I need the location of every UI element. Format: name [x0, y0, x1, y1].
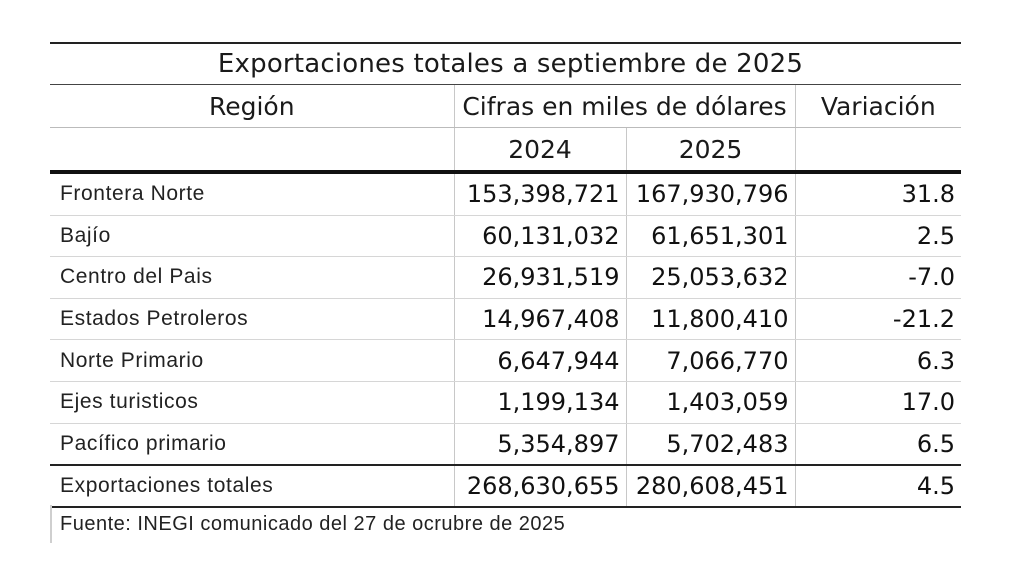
variation-cell: 6.5 [794, 423, 962, 467]
value-2025-cell: 1,403,059 [625, 381, 795, 424]
region-cell: Estados Petroleros [50, 298, 454, 341]
value-2025-cell: 7,066,770 [625, 339, 795, 382]
variation-cell: 6.3 [794, 339, 962, 382]
region-cell: Bajío [50, 215, 454, 258]
source-note: Fuente: INEGI comunicado del 27 de ocrub… [60, 513, 566, 535]
header-region: Región [50, 84, 454, 128]
header-blank-variation [794, 127, 962, 174]
value-2024-cell: 153,398,721 [453, 172, 626, 216]
header-year-2024: 2024 [453, 127, 626, 174]
value-2024-cell: 1,199,134 [453, 381, 626, 424]
value-2024-cell: 14,967,408 [453, 298, 626, 341]
value-2024-cell: 26,931,519 [453, 256, 626, 299]
value-2024-cell: 6,647,944 [453, 339, 626, 382]
table-row: Estados Petroleros 14,967,408 11,800,410 -2… [50, 298, 962, 341]
value-2024-cell: 60,131,032 [453, 215, 626, 258]
total-2024: 268,630,655 [453, 465, 626, 509]
table-row: Bajío 60,131,032 61,651,301 2.5 [50, 215, 962, 258]
value-2025-cell: 11,800,410 [625, 298, 795, 341]
table-row: Frontera Norte 153,398,721 167,930,796 31.8 [50, 172, 962, 216]
header-year-2025: 2025 [625, 127, 795, 174]
table-body: Frontera Norte 153,398,721 167,930,796 31.8… [50, 172, 962, 467]
variation-cell: -21.2 [794, 298, 962, 341]
total-label: Exportaciones totales [50, 465, 454, 509]
total-2025: 280,608,451 [625, 465, 795, 509]
value-2025-cell: 5,702,483 [625, 423, 795, 467]
exports-table: Exportaciones totales a septiembre de 20… [50, 42, 962, 509]
variation-cell: 17.0 [794, 381, 962, 424]
region-cell: Centro del Pais [50, 256, 454, 299]
table-row: Centro del Pais 26,931,519 25,053,632 -7.0 [50, 256, 962, 299]
value-2025-cell: 25,053,632 [625, 256, 795, 299]
variation-cell: 2.5 [794, 215, 962, 258]
exports-table-container: Exportaciones totales a septiembre de 20… [50, 42, 962, 509]
header-row-2: 2024 2025 [50, 127, 962, 174]
value-2025-cell: 61,651,301 [625, 215, 795, 258]
table-title: Exportaciones totales a septiembre de 20… [50, 42, 962, 85]
table-title-row: Exportaciones totales a septiembre de 20… [50, 42, 962, 85]
footer-divider [50, 505, 52, 543]
total-variation: 4.5 [794, 465, 962, 509]
table-row: Ejes turisticos 1,199,134 1,403,059 17.0 [50, 381, 962, 424]
variation-cell: -7.0 [794, 256, 962, 299]
variation-cell: 31.8 [794, 172, 962, 216]
header-blank [50, 127, 454, 174]
value-2025-cell: 167,930,796 [625, 172, 795, 216]
region-cell: Ejes turisticos [50, 381, 454, 424]
table-row: Pacífico primario 5,354,897 5,702,483 6.5 [50, 423, 962, 467]
table-row: Norte Primario 6,647,944 7,066,770 6.3 [50, 339, 962, 382]
header-row-1: Región Cifras en miles de dólares Variac… [50, 84, 962, 128]
total-row: Exportaciones totales 268,630,655 280,60… [50, 465, 962, 509]
value-2024-cell: 5,354,897 [453, 423, 626, 467]
region-cell: Frontera Norte [50, 172, 454, 216]
region-cell: Pacífico primario [50, 423, 454, 467]
header-variation: Variación [794, 84, 962, 128]
header-figures: Cifras en miles de dólares [453, 84, 795, 128]
region-cell: Norte Primario [50, 339, 454, 382]
